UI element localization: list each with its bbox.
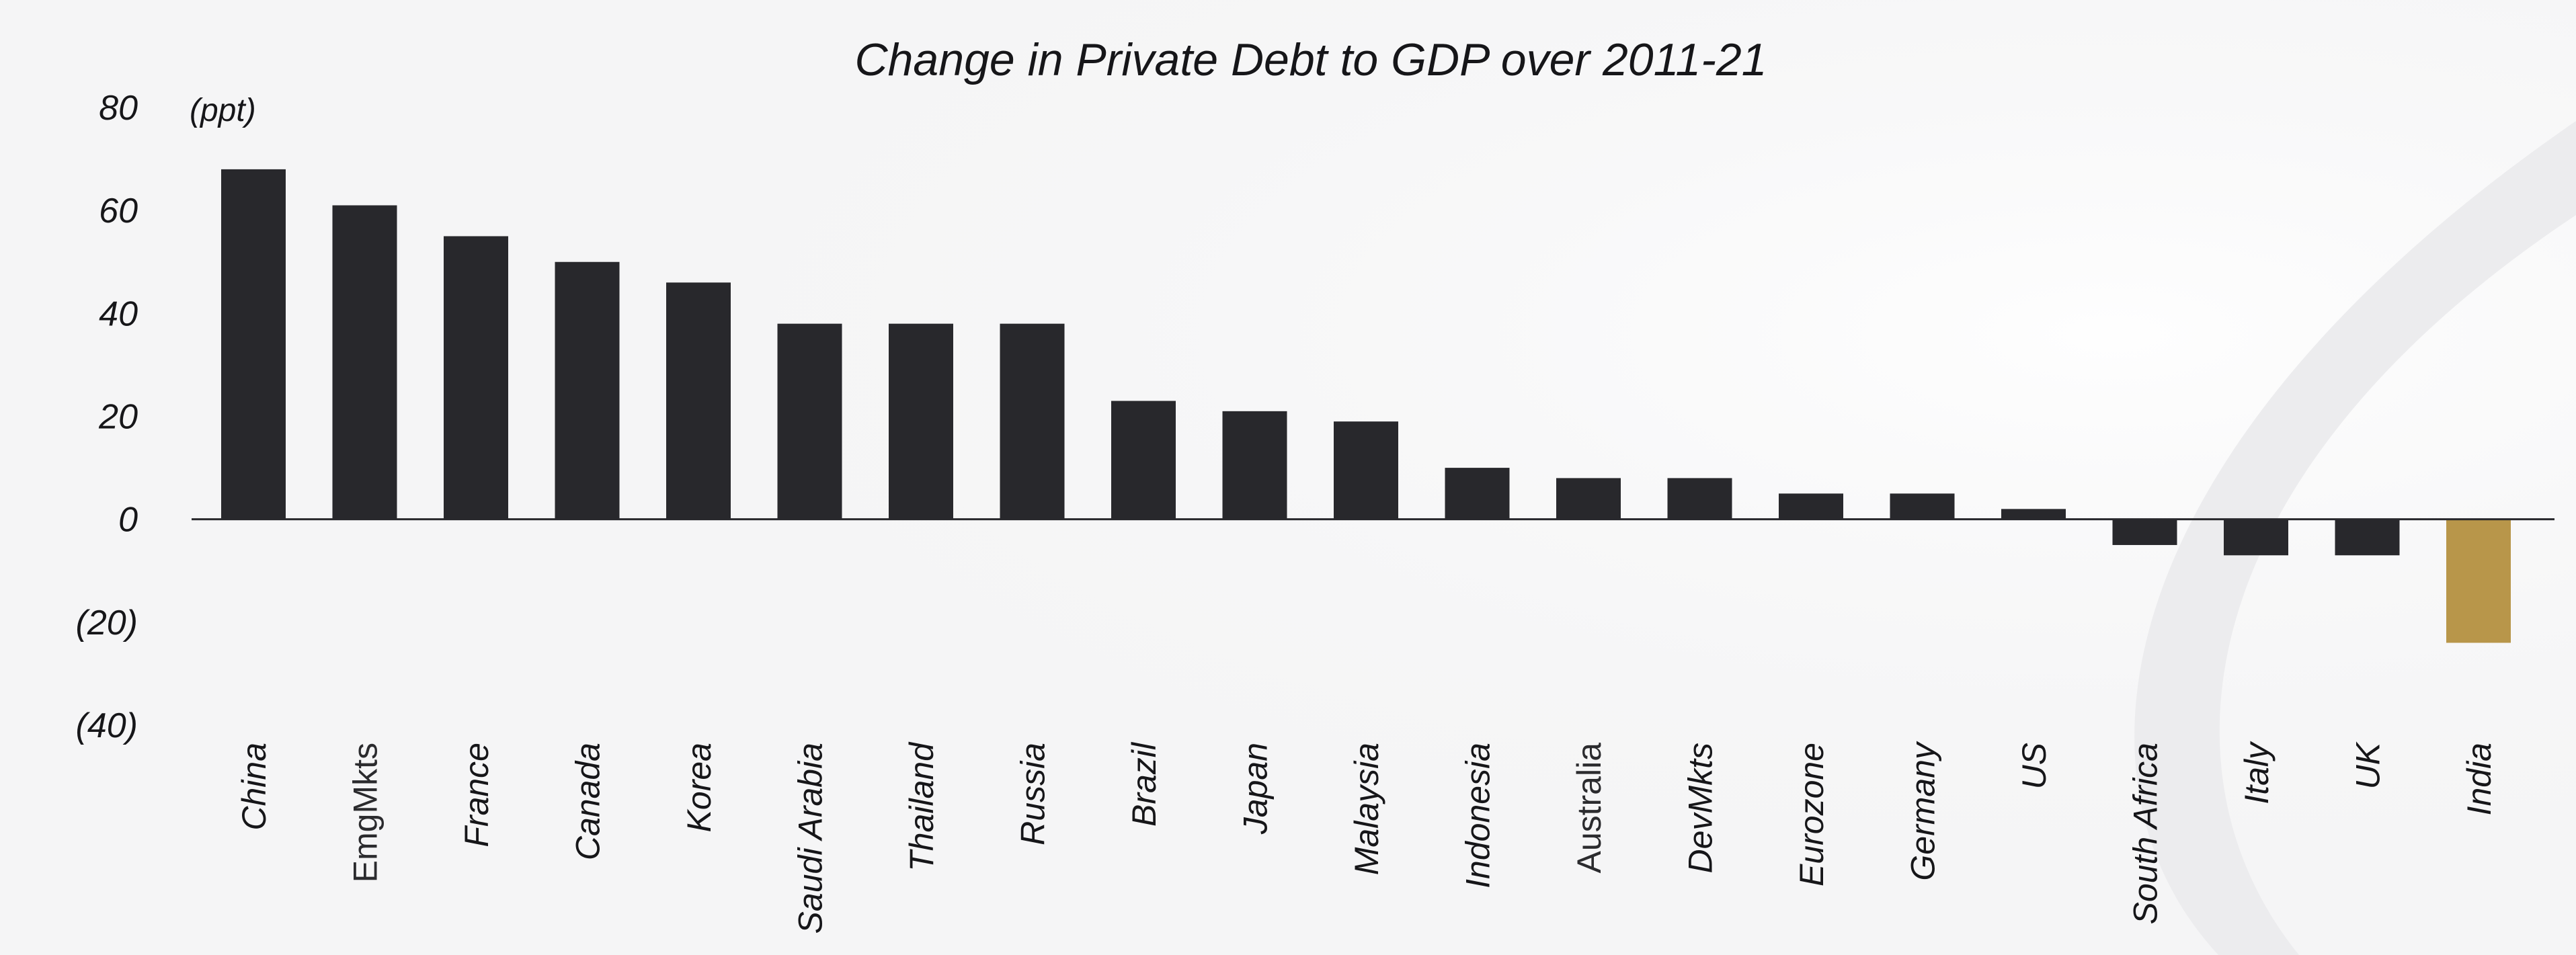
- x-axis: China EmgMkts France Canada Korea Saudi Arabi…: [235, 741, 2498, 933]
- x-tick-label: Brazil: [1125, 741, 1163, 827]
- unit-label: (ppt): [190, 93, 256, 128]
- x-tick-label: Malaysia: [1348, 743, 1385, 875]
- chart-title: Change in Private Debt to GDP over 2011-…: [855, 34, 1767, 85]
- y-tick-label: 20: [98, 398, 138, 437]
- y-tick-label: 40: [99, 294, 138, 333]
- bar-india: [2446, 519, 2511, 643]
- x-tick-label: DevMkts: [1682, 743, 1720, 873]
- bar-japan: [1222, 411, 1287, 520]
- bar-china: [221, 169, 286, 520]
- x-tick-label: Eurozone: [1793, 743, 1830, 886]
- bar-malaysia: [1334, 421, 1398, 520]
- x-tick-label: Saudi Arabia: [792, 743, 830, 933]
- bar-thailand: [889, 323, 953, 520]
- bar-italy: [2224, 519, 2288, 556]
- x-tick-label: Canada: [569, 743, 607, 860]
- bar-canada: [555, 261, 620, 520]
- x-tick-label: France: [458, 743, 495, 847]
- bar-emgmkts: [332, 205, 397, 520]
- y-tick-label: 60: [99, 192, 138, 231]
- bar-eurozone: [1779, 493, 1843, 520]
- y-tick-label: (40): [76, 706, 138, 745]
- y-tick-label: 0: [118, 501, 138, 540]
- x-tick-label: Australia: [1570, 743, 1608, 874]
- x-tick-label: Italy: [2238, 741, 2276, 804]
- y-tick-label: 80: [99, 89, 138, 128]
- bar-south-africa: [2112, 519, 2177, 545]
- bar-devmkts: [1667, 478, 1732, 520]
- bar-russia: [1000, 323, 1065, 520]
- bar-us: [2001, 509, 2066, 520]
- x-tick-label: UK: [2349, 741, 2387, 789]
- y-tick-label: (20): [76, 604, 138, 642]
- x-tick-label: China: [235, 743, 273, 831]
- bars: [221, 169, 2511, 643]
- y-axis: 80 60 40 20 0 (20) (40): [76, 89, 138, 745]
- x-tick-label: EmgMkts: [347, 743, 385, 882]
- x-tick-label: Russia: [1014, 743, 1052, 845]
- bar-korea: [666, 282, 731, 520]
- bar-france: [444, 236, 508, 520]
- bar-brazil: [1111, 401, 1176, 520]
- x-tick-label: Indonesia: [1459, 743, 1497, 888]
- x-tick-label: Korea: [680, 743, 718, 832]
- x-tick-label: Thailand: [903, 741, 940, 872]
- x-tick-label: India: [2460, 743, 2498, 815]
- bar-uk: [2335, 519, 2400, 556]
- bar-australia: [1556, 478, 1621, 520]
- bar-indonesia: [1445, 468, 1510, 520]
- x-tick-label: Japan: [1237, 743, 1275, 835]
- bar-germany: [1890, 493, 1955, 520]
- background-swoosh: [2134, 121, 2576, 955]
- x-tick-label: US: [2015, 743, 2053, 789]
- bar-saudi-arabia: [777, 323, 842, 520]
- x-tick-label: South Africa: [2127, 743, 2165, 925]
- x-tick-label: Germany: [1904, 741, 1942, 881]
